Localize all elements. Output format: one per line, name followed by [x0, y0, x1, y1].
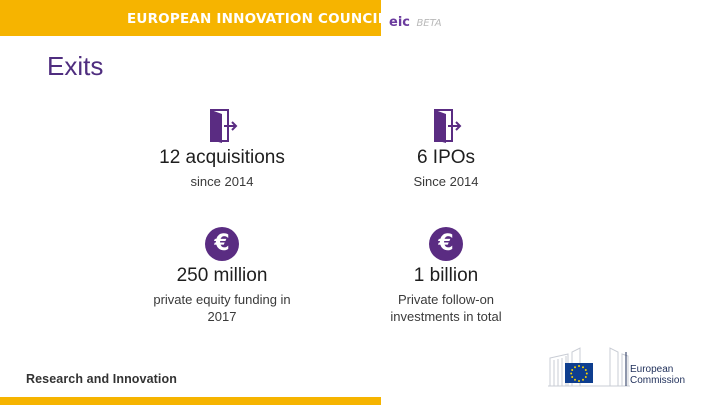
stat-description-line: Since 2014	[413, 174, 479, 189]
stat-value: 1 billion	[413, 265, 479, 286]
header-bar: EUROPEAN INNOVATION COUNCIL eic BETA	[0, 0, 720, 36]
beta-badge: BETA	[416, 18, 442, 29]
stat-follow-on: € 1 billion Private follow-on investment…	[336, 227, 556, 325]
ec-logo-line: European	[630, 364, 674, 375]
european-commission-logo	[548, 346, 698, 388]
stat-description-line: private equity funding in	[153, 292, 291, 307]
stat-value: 12 acquisitions	[159, 147, 285, 168]
exit-door-icon	[429, 107, 463, 143]
footer-gold-band	[0, 397, 381, 405]
eic-brand: eic BETA	[389, 13, 442, 31]
stat-description-line: investments in total	[390, 309, 502, 324]
exit-door-icon	[205, 107, 239, 143]
page-title: Exits	[47, 51, 104, 81]
ec-logo-text: European Commission	[630, 364, 685, 386]
ec-building-icon	[548, 347, 630, 387]
stat-description-line: Private follow-on	[397, 292, 495, 307]
stat-description: since 2014	[112, 173, 332, 190]
ec-logo-line: Commission	[630, 375, 686, 386]
stat-private-equity: € 250 million private equity funding in …	[112, 227, 332, 325]
stat-description-line: 2017	[207, 309, 237, 324]
stat-description-line: since 2014	[190, 174, 254, 189]
euro-icon: €	[205, 227, 239, 261]
header-gold-band	[0, 0, 381, 36]
stat-description: Since 2014	[336, 173, 556, 190]
stat-description: private equity funding in 2017	[112, 291, 332, 325]
stat-description: Private follow-on investments in total	[336, 291, 556, 325]
stat-value: 6 IPOs	[416, 147, 476, 168]
stat-value: 250 million	[176, 265, 268, 286]
stat-ipos: 6 IPOs Since 2014	[336, 107, 556, 190]
stat-acquisitions: 12 acquisitions since 2014	[112, 107, 332, 190]
council-name: EUROPEAN INNOVATION COUNCIL	[127, 11, 387, 27]
footer-text: Research and Innovation	[26, 372, 177, 386]
eic-logo-text: eic	[389, 15, 410, 30]
euro-icon: €	[429, 227, 463, 261]
